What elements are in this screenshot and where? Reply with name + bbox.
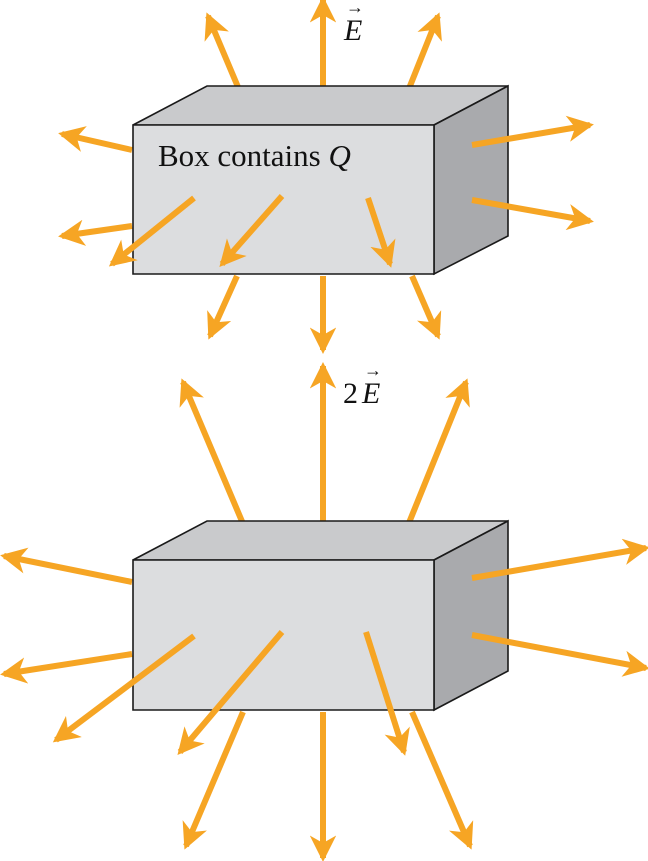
top-box-group: Box contains Q → E: [58, 0, 594, 354]
top-field-arrow-bottom-left: [207, 274, 240, 340]
bottom-field-arrows-front: [52, 538, 648, 861]
bottom-field-arrow-right-upper: [471, 538, 648, 581]
top-box-label-charge: Q: [329, 138, 351, 173]
bottom-field-arrow-bottom-right: [409, 710, 474, 850]
bottom-field-label-coefficient: 2: [343, 377, 358, 410]
top-field-arrow-left-upper: [58, 126, 133, 153]
top-field-arrows-front: [108, 115, 594, 354]
top-field-arrow-left-lower: [58, 219, 133, 246]
top-field-arrow-right-lower: [471, 197, 594, 231]
bottom-field-arrow-bottom-left: [182, 710, 246, 850]
top-field-arrow-right-upper: [471, 115, 594, 148]
bottom-field-arrow-front-left: [52, 633, 196, 743]
bottom-box-group: 2 → E: [0, 360, 648, 861]
top-box-label-text: Box contains: [158, 138, 329, 173]
top-field-label-vector-mark: →: [346, 0, 364, 17]
top-field-arrow-front-left: [108, 195, 196, 267]
top-box-front-face: [132, 124, 435, 275]
top-box-label: Box contains Q: [158, 138, 351, 173]
bottom-field-label-e: E: [361, 377, 380, 410]
bottom-field-arrow-top-left: [179, 378, 255, 547]
bottom-field-arrow-right-lower: [471, 632, 648, 677]
top-field-arrow-front-center: [219, 194, 285, 267]
top-field-arrow-front-right: [365, 197, 396, 268]
bottom-box-front-face: [132, 559, 435, 711]
bottom-field-label: 2 → E: [343, 360, 382, 410]
bottom-field-arrow-left-lower: [0, 651, 133, 684]
bottom-field-arrow-left-upper: [0, 547, 133, 585]
bottom-field-arrows-back: [0, 362, 470, 684]
bottom-field-arrow-front-center: [177, 630, 285, 756]
top-field-label-e: E: [343, 14, 362, 47]
top-field-label: → E: [343, 0, 364, 47]
bottom-field-arrow-top-right: [397, 378, 470, 547]
top-field-arrow-bottom-right: [409, 274, 442, 340]
bottom-field-arrow-front-right: [363, 631, 410, 756]
bottom-box: [132, 519, 509, 712]
top-box: [132, 84, 509, 276]
bottom-field-label-vector-mark: →: [364, 360, 382, 380]
